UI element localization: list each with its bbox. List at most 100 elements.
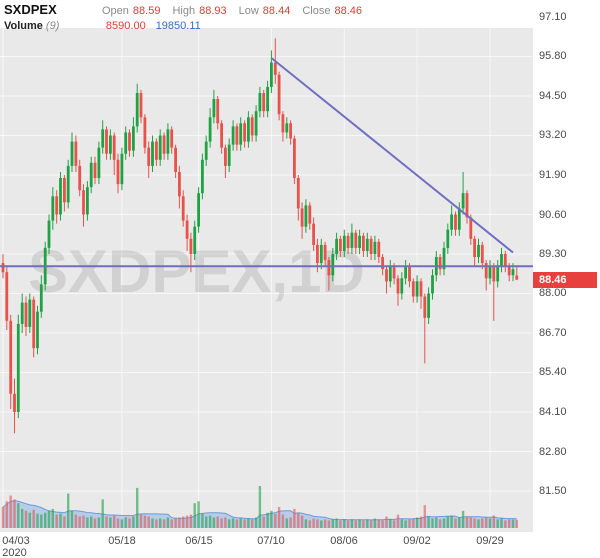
volume-bar — [511, 519, 515, 528]
candle-body — [208, 117, 212, 142]
candle-body — [438, 257, 442, 270]
volume-bar — [339, 520, 342, 528]
candle-body — [362, 235, 365, 251]
candle-body — [101, 129, 105, 148]
candle-body — [254, 111, 258, 136]
volume-bar — [481, 518, 484, 528]
candle-body — [212, 99, 216, 118]
candle-body — [270, 62, 273, 87]
volume-bar — [254, 517, 258, 528]
candle-body — [216, 99, 220, 124]
candle-body — [147, 147, 151, 166]
candle-body — [151, 141, 154, 166]
candle-body — [70, 141, 74, 166]
candle-body — [423, 296, 427, 318]
candle-body — [454, 214, 457, 230]
candle-body — [289, 123, 292, 139]
volume-bar — [285, 518, 288, 528]
volume-bar — [461, 510, 465, 528]
candle-body — [319, 244, 323, 264]
candle-body — [135, 93, 139, 127]
price-axis-label: 93.20 — [539, 129, 567, 141]
candle-body — [1, 263, 5, 273]
candle-body — [158, 135, 162, 160]
volume-label[interactable]: Volume — [4, 20, 43, 32]
candle-body — [235, 126, 239, 145]
volume-bar — [44, 512, 47, 528]
candle-body — [266, 86, 269, 112]
watermark: SXDPEX,1D — [28, 238, 365, 305]
candle-body — [74, 141, 78, 166]
candle-body — [327, 260, 331, 276]
volume-bar — [469, 517, 472, 528]
volume-bar — [151, 518, 154, 528]
volume-bar — [293, 508, 296, 528]
price-axis[interactable]: 88.46 97.10 95.80 94.50 93.20 91.90 90.60 89.3… — [533, 0, 600, 532]
candle-body — [461, 193, 465, 209]
volume-bar — [323, 519, 327, 528]
candle-body — [323, 244, 327, 261]
open-label: Open — [102, 5, 129, 17]
price-chart-pane[interactable]: SXDPEX,1D — [0, 0, 533, 532]
volume-bar — [166, 517, 170, 528]
volume-bar — [289, 517, 292, 528]
candle-body — [55, 196, 59, 215]
low-value: 88.44 — [262, 5, 291, 17]
candle-body — [296, 178, 300, 209]
time-axis-label: 08/06 — [330, 535, 358, 547]
last-price-badge: 88.46 — [533, 272, 597, 288]
volume-bar — [266, 512, 269, 528]
volume-bar — [492, 515, 495, 528]
candle-body — [373, 241, 377, 254]
plot-background — [0, 28, 533, 532]
time-axis-label: 06/15 — [185, 535, 213, 547]
volume-bar — [120, 519, 124, 528]
candle-body — [189, 238, 193, 254]
candle-body — [181, 196, 185, 221]
volume-bar — [28, 512, 31, 528]
price-axis-label: 84.10 — [539, 406, 567, 418]
volume-bar — [465, 516, 469, 528]
volume-bar — [193, 503, 196, 528]
volume-bar — [197, 501, 200, 528]
candle-body — [304, 205, 308, 227]
candle-body — [365, 238, 369, 251]
candle-body — [385, 269, 388, 282]
symbol-name[interactable]: SXDPEX — [4, 2, 57, 17]
candle-body — [346, 235, 350, 248]
candle-body — [143, 117, 147, 148]
price-axis-label: 97.10 — [539, 11, 567, 23]
volume-bar — [377, 519, 380, 528]
candle-body — [155, 141, 158, 160]
volume-bar — [431, 518, 434, 528]
volume-bar — [385, 516, 388, 528]
volume-bar — [454, 518, 457, 528]
candle-body — [369, 238, 373, 254]
volume-bar — [59, 513, 62, 528]
candle-body — [503, 254, 507, 267]
volume-bar — [116, 518, 120, 528]
candle-body — [39, 284, 43, 312]
volume-bar — [335, 518, 338, 528]
candle-body — [227, 144, 231, 166]
candle-body — [339, 238, 342, 251]
candle-body — [515, 275, 519, 280]
open-value: 88.59 — [132, 5, 161, 17]
candle-body — [13, 393, 16, 412]
close-value: 88.46 — [334, 5, 362, 17]
time-axis[interactable]: 04/03 2020 05/18 06/15 07/10 08/06 09/02 09/29 — [0, 532, 600, 558]
volume-bar — [438, 519, 442, 528]
candle-body — [312, 223, 315, 245]
candle-body — [484, 263, 488, 279]
volume-bar — [442, 518, 446, 528]
high-label: High — [172, 5, 196, 17]
volume-bar — [500, 518, 503, 528]
time-axis-label: 04/03 2020 — [2, 535, 30, 558]
volume-bar — [24, 510, 28, 528]
volume-bar — [366, 519, 369, 528]
volume-bar — [312, 518, 315, 528]
volume-ma-value: 19850.11 — [155, 20, 201, 32]
candle-body — [93, 162, 97, 178]
candle-body — [496, 266, 500, 282]
volume-bar — [346, 520, 350, 528]
